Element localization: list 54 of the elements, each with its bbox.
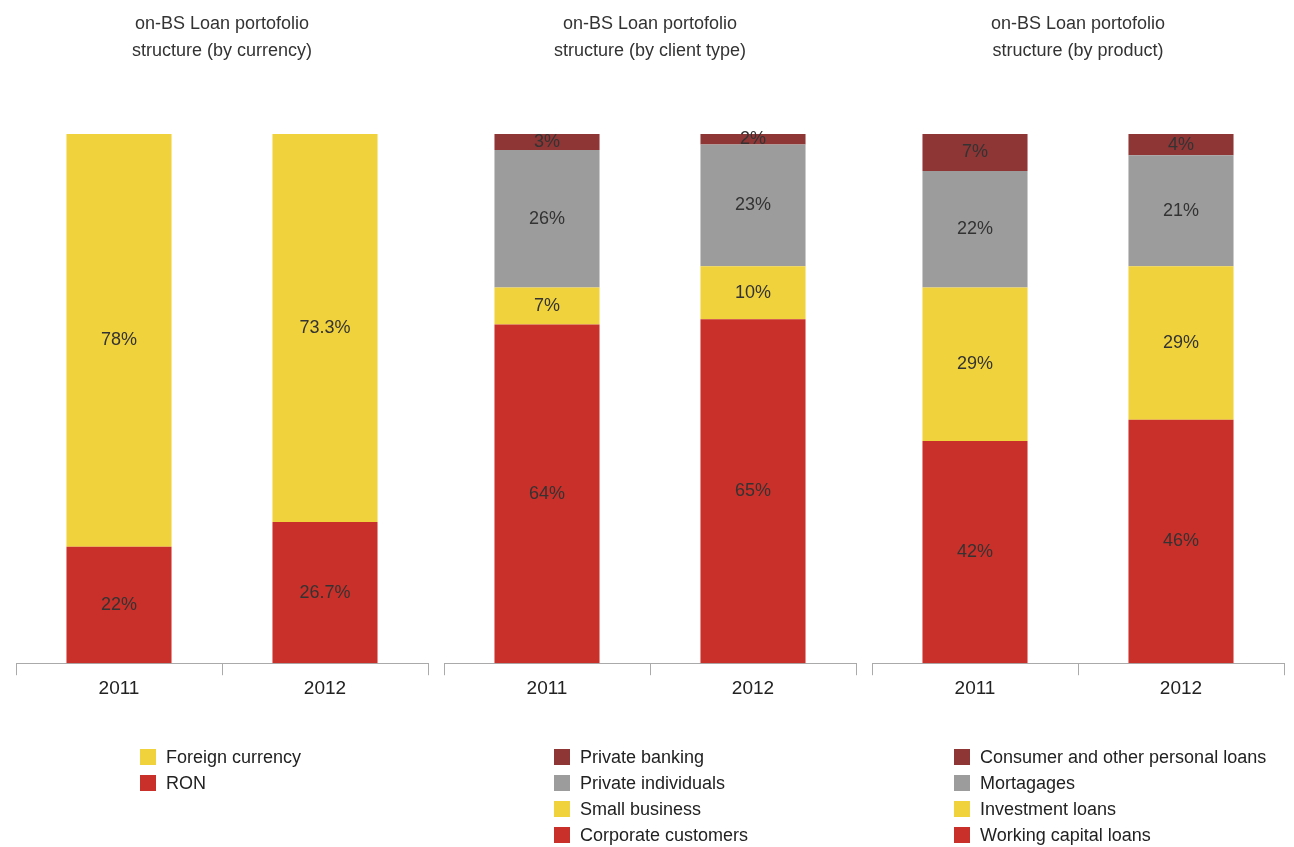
bar [922,171,1028,288]
bar [922,134,1028,172]
x-tick-label: 2011 [526,676,568,698]
chart-title: on-BS Loan portofolio structure (by client type) [552,12,748,62]
data-label: 65% [734,480,772,501]
legend-label: Foreign currency [166,746,302,768]
bar [1128,134,1234,156]
bar [922,287,1028,441]
data-label: 10% [734,281,772,302]
legend-label: Consumer and other personal loans [980,746,1267,768]
bar [700,319,806,664]
bar [494,324,600,664]
data-label: 7% [533,294,561,315]
legend-label: Corporate customers [580,824,749,846]
chart-title: on-BS Loan portofolio structure (by product) [989,12,1167,62]
data-label: 26% [528,207,566,228]
x-tick-label: 2011 [98,676,140,698]
data-label: 22% [956,218,994,239]
data-label: 42% [956,541,994,562]
bar [700,144,806,267]
chart-title: on-BS Loan portofolio structure (by currency) [130,12,313,62]
x-tick-label: 2012 [731,676,775,698]
legend-label: Mortagages [980,772,1076,794]
legend-label: Private banking [580,746,705,768]
legend-label: Investment loans [980,798,1117,820]
x-tick-label: 2012 [303,676,347,698]
bar [700,266,806,320]
data-label: 3% [533,130,561,151]
legend-label: Private individuals [580,772,726,794]
data-label: 73.3% [299,316,351,337]
data-label: 2% [739,128,767,149]
data-label: 29% [1162,332,1200,352]
bar [1128,419,1234,664]
bar [1128,266,1234,420]
data-label: 46% [1162,530,1200,551]
bar [494,149,600,288]
legend-label: Small business [580,798,702,820]
data-label: 26.7% [299,581,351,602]
legend-label: Working capital loans [980,824,1151,846]
data-label: 23% [734,194,772,215]
data-label: 64% [528,482,566,503]
data-label: 29% [956,353,994,374]
legend-label: RON [166,772,206,794]
data-label: 78% [100,329,138,350]
x-tick-label: 2012 [1159,676,1203,698]
bar [494,287,600,325]
data-label: 22% [100,593,138,614]
data-label: 4% [1167,133,1195,154]
bar [494,134,600,150]
bar [922,440,1028,664]
data-label: 7% [961,141,989,162]
x-tick-label: 2011 [954,676,996,698]
bar [1128,155,1234,267]
data-label: 21% [1162,199,1200,220]
